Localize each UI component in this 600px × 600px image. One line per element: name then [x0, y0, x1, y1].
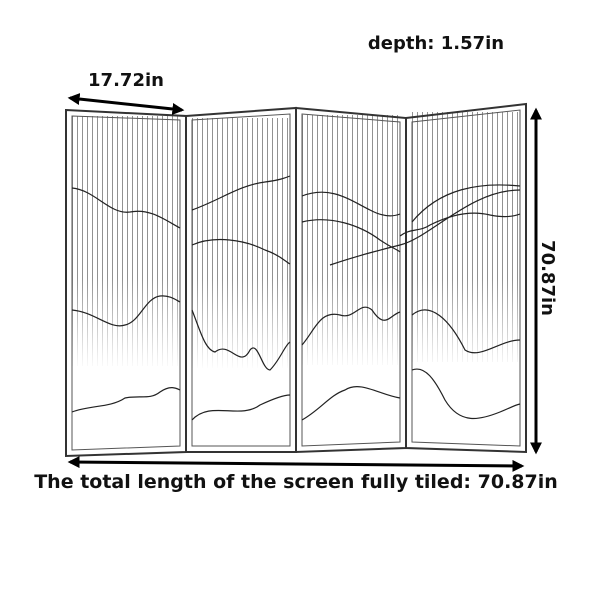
stripes: [72, 112, 520, 368]
panel-inner: [301, 113, 401, 447]
dimension-arrows: [67, 93, 542, 472]
panel-inner: [411, 109, 521, 447]
mountain-lines: [71, 175, 521, 421]
panel: [405, 102, 527, 454]
panel-inner: [191, 113, 291, 447]
screen-panels: [65, 102, 527, 458]
total-length-label: The total length of the screen fully til…: [34, 471, 558, 493]
height-label: 70.87in: [537, 240, 558, 316]
panel-width-label: 17.72in: [88, 70, 164, 91]
depth-label: depth: 1.57in: [368, 33, 504, 54]
panel-inner: [71, 115, 181, 451]
